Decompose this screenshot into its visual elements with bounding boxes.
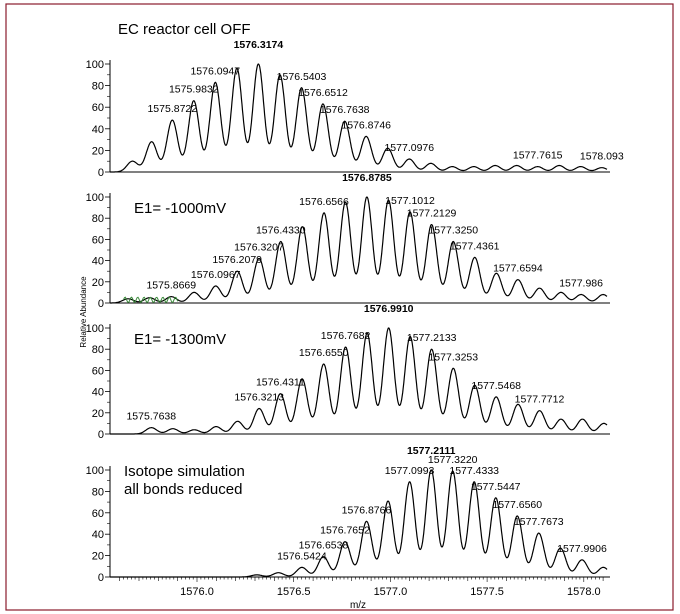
- y-axis-title: Relative Abundance: [79, 276, 88, 348]
- peak-label: 1576.7682: [321, 330, 371, 342]
- peak-label: 1575.8669: [146, 280, 196, 292]
- peak-label: 1577.7673: [514, 516, 564, 528]
- spectrum-line: [109, 327, 608, 435]
- y-tick-label: 60: [92, 102, 104, 114]
- peak-label: 1577.986: [559, 278, 603, 290]
- peak-label: 1577.2133: [407, 332, 457, 344]
- peak-label: 1576.0967: [191, 269, 241, 281]
- peak-label: 1577.4361: [450, 240, 500, 252]
- spectrum-panel-2: 0 20 40 60 80 100 E1= -1000mV 1576.8785 1576.656…: [86, 172, 610, 310]
- peak-label: 1575.9832: [169, 84, 219, 96]
- y-tick-label: 80: [92, 213, 104, 225]
- peak-label: 1576.5403: [277, 71, 327, 83]
- peak-label: 1576.3213: [234, 392, 284, 404]
- peak-label: 1576.3174: [234, 39, 284, 51]
- peak-label: 1576.7638: [320, 104, 370, 116]
- spectrum-line: [109, 469, 608, 578]
- y-tick-label: 20: [92, 551, 104, 563]
- y-tick-label: 80: [92, 344, 104, 356]
- y-tick-label: 100: [86, 465, 104, 477]
- peak-label: 1576.6538: [299, 540, 349, 552]
- peak-label: 1577.7712: [515, 394, 565, 406]
- x-axis-title: m/z: [350, 600, 366, 611]
- x-tick-label: 1576.0: [180, 586, 214, 598]
- figure-frame: [5, 3, 674, 611]
- y-tick-label: 40: [92, 529, 104, 541]
- peak-label: 1575.8722: [147, 103, 197, 115]
- peak-label: 1576.0947: [190, 65, 240, 77]
- noise-baseline: [123, 296, 179, 304]
- peak-label: 1576.8785: [342, 172, 392, 184]
- y-tick-label: 80: [92, 486, 104, 498]
- spectra-panels: 0 20 40 60 80 100 EC reactor cell OFF1576.3174…: [86, 21, 624, 584]
- y-tick-label: 0: [98, 167, 104, 179]
- spectrum-panel-1: 0 20 40 60 80 100 EC reactor cell OFF1576.3174…: [86, 21, 624, 179]
- y-tick-label: 100: [86, 192, 104, 204]
- panel-title: E1= -1300mV: [134, 331, 226, 348]
- spectrum-line: [109, 63, 608, 173]
- peak-label: 1577.6594: [493, 263, 543, 275]
- peak-label: 1577.7615: [513, 150, 563, 162]
- x-axis: 1576.0 1576.5 1577.0 1577.5 1578.0: [119, 577, 604, 598]
- y-tick-label: 100: [86, 59, 104, 71]
- peak-label: 1578.093: [580, 151, 624, 163]
- panel-title: E1= -1000mV: [134, 200, 226, 217]
- y-tick-label: 0: [98, 572, 104, 584]
- y-tick-label: 40: [92, 124, 104, 136]
- peak-label: 1577.6560: [492, 499, 542, 511]
- spectrum-line: [109, 196, 608, 304]
- peak-label: 1577.2111: [407, 445, 456, 457]
- peak-label: 1576.5424: [277, 550, 327, 562]
- peak-label: 1576.2079: [212, 254, 262, 266]
- y-tick-label: 0: [98, 298, 104, 310]
- peak-label: 1577.4333: [449, 465, 499, 477]
- y-tick-label: 20: [92, 145, 104, 157]
- peak-label: 1576.4330: [256, 225, 306, 237]
- panel-title: EC reactor cell OFF: [118, 21, 251, 38]
- peak-label: 1577.0976: [384, 142, 434, 154]
- peak-label: 1576.6512: [298, 87, 348, 99]
- x-tick-label: 1576.5: [277, 586, 311, 598]
- x-tick-label: 1578.0: [567, 586, 601, 598]
- y-tick-label: 60: [92, 234, 104, 246]
- peak-label: 1576.9910: [364, 303, 414, 315]
- y-tick-label: 100: [86, 323, 104, 335]
- y-tick-label: 0: [98, 429, 104, 441]
- spectrum-panel-3: 0 20 40 60 80 100 E1= -1300mV 1576.9910 1576.768…: [86, 303, 610, 441]
- peak-label: 1577.9906: [557, 543, 607, 555]
- peak-label: 1577.5468: [471, 380, 521, 392]
- y-tick-label: 60: [92, 508, 104, 520]
- peak-label: 1576.6550: [299, 347, 349, 359]
- y-tick-label: 60: [92, 365, 104, 377]
- y-tick-label: 20: [92, 408, 104, 420]
- y-tick-label: 80: [92, 81, 104, 93]
- y-tick-label: 20: [92, 277, 104, 289]
- peak-label: 1576.3207: [234, 242, 284, 254]
- panel-title: Isotope simulation: [124, 463, 245, 480]
- peak-label: 1577.3220: [428, 454, 478, 466]
- y-tick-label: 40: [92, 387, 104, 399]
- peak-label: 1577.3253: [428, 351, 478, 363]
- x-tick-label: 1577.5: [470, 586, 504, 598]
- panel-title: all bonds reduced: [124, 481, 242, 498]
- peak-label: 1575.7638: [126, 411, 176, 423]
- peak-label: 1576.7652: [320, 525, 370, 537]
- peak-label: 1576.4311: [256, 377, 305, 389]
- peak-label: 1576.8766: [342, 504, 392, 516]
- peak-label: 1577.0993: [385, 465, 435, 477]
- peak-label: 1577.1012: [385, 195, 435, 207]
- peak-label: 1577.3250: [428, 225, 478, 237]
- peak-label: 1577.2129: [407, 208, 457, 220]
- peak-label: 1576.8746: [341, 119, 391, 131]
- peak-label: 1576.6566: [299, 196, 349, 208]
- x-tick-label: 1577.0: [374, 586, 408, 598]
- peak-label: 1577.5447: [471, 481, 521, 493]
- y-tick-label: 40: [92, 256, 104, 268]
